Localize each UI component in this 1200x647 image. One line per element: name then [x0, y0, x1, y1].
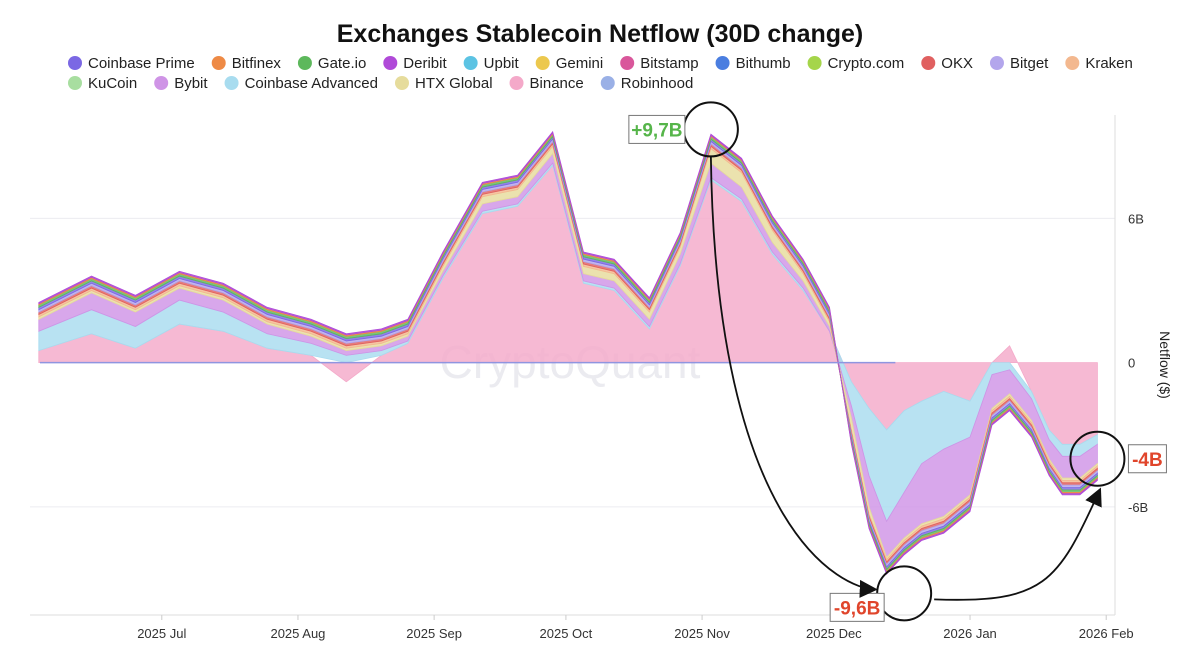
legend-label: Coinbase Advanced	[245, 75, 378, 92]
legend-swatch	[921, 56, 936, 70]
x-axis: 2025 Jul 2025 Aug 2025 Sep 2025 Oct 2025 Nov…	[30, 614, 1134, 641]
legend-swatch	[463, 56, 478, 70]
legend-item-htx-global[interactable]: HTX Global	[395, 75, 493, 92]
x-tick-label: 2025 Aug	[270, 626, 325, 641]
legend-label: OKX	[941, 55, 973, 72]
legend-label: Crypto.com	[828, 55, 905, 72]
legend-swatch	[1065, 56, 1080, 70]
legend-swatch	[68, 76, 82, 90]
annotation-label: -9,6B	[834, 598, 880, 619]
legend-item-bitget[interactable]: Bitget	[989, 55, 1049, 72]
annotation-box	[628, 114, 686, 144]
legend-item-coinbase-prime[interactable]: Coinbase Prime	[68, 55, 195, 72]
legend-swatch	[535, 56, 550, 70]
annotation-box	[1127, 444, 1167, 474]
legend-item-deribit[interactable]: Deribit	[383, 55, 447, 72]
y-axis-label: Netflow ($)	[1157, 331, 1173, 399]
legend-label: HTX Global	[415, 75, 493, 92]
legend-label: Deribit	[403, 55, 447, 72]
legend-label: Kraken	[1085, 55, 1133, 72]
annotation-label: -4B	[1132, 450, 1163, 471]
legend-swatch	[600, 76, 615, 90]
legend-item-robinhood[interactable]: Robinhood	[600, 75, 694, 92]
legend-swatch	[297, 56, 312, 70]
legend-item-crypto-com[interactable]: Crypto.com	[807, 55, 905, 72]
legend-swatch	[211, 56, 226, 70]
legend-item-upbit[interactable]: Upbit	[463, 55, 520, 72]
legend-swatch	[224, 76, 239, 90]
legend-label: Bitstamp	[640, 55, 698, 72]
legend-item-kucoin[interactable]: KuCoin	[68, 75, 137, 92]
annotation-circle	[876, 565, 933, 622]
chart-title: Exchanges Stablecoin Netflow (30D change…	[337, 20, 864, 48]
x-tick-label: 2026 Feb	[1079, 626, 1134, 641]
area-series-deribit	[38, 130, 1098, 575]
legend-swatch	[383, 56, 398, 70]
legend-swatch	[68, 56, 82, 70]
legend-label: Bitfinex	[232, 55, 282, 72]
legend-item-binance[interactable]: Binance	[509, 75, 584, 92]
legend: Coinbase Prime Bitfinex Gate.io Deribit Upbi…	[68, 55, 1133, 92]
legend-swatch	[715, 56, 730, 70]
legend-item-okx[interactable]: OKX	[921, 55, 973, 72]
legend-item-gemini[interactable]: Gemini	[535, 55, 604, 72]
y-tick-label: 0	[1128, 356, 1135, 371]
legend-swatch	[620, 56, 635, 70]
legend-label: Upbit	[484, 55, 520, 72]
annotation-box	[829, 592, 885, 622]
stacked-areas	[38, 130, 1098, 575]
legend-label: Coinbase Prime	[88, 55, 195, 72]
legend-label: Gemini	[556, 55, 604, 72]
x-tick-label: 2025 Jul	[137, 626, 186, 641]
legend-swatch	[154, 76, 169, 90]
legend-label: Bitget	[1010, 55, 1049, 72]
legend-label: Bybit	[174, 75, 208, 92]
x-tick-label: 2025 Dec	[806, 626, 862, 641]
legend-item-kraken[interactable]: Kraken	[1065, 55, 1133, 72]
x-tick-label: 2025 Sep	[406, 626, 462, 641]
legend-item-gate-io[interactable]: Gate.io	[297, 55, 366, 72]
y-axis: 6B 0 -6B	[1114, 115, 1148, 615]
legend-item-bithumb[interactable]: Bithumb	[715, 55, 791, 72]
legend-swatch	[807, 56, 822, 70]
legend-swatch	[395, 76, 409, 90]
legend-item-bitstamp[interactable]: Bitstamp	[620, 55, 699, 72]
legend-label: Binance	[530, 75, 584, 92]
legend-label: KuCoin	[88, 75, 137, 92]
legend-swatch	[509, 76, 524, 90]
annotation-label: +9,7B	[631, 120, 682, 141]
legend-item-bybit[interactable]: Bybit	[154, 75, 208, 92]
legend-item-bitfinex[interactable]: Bitfinex	[211, 55, 282, 72]
annotations: +9,7B -9,6B -4B	[628, 101, 1167, 622]
x-tick-label: 2026 Jan	[943, 626, 997, 641]
legend-label: Gate.io	[318, 55, 366, 72]
legend-item-coinbase-advanced[interactable]: Coinbase Advanced	[224, 75, 378, 92]
y-tick-label: -6B	[1128, 500, 1148, 515]
annotation-arrow	[709, 156, 878, 598]
x-tick-label: 2025 Oct	[540, 626, 593, 641]
legend-label: Bithumb	[736, 55, 791, 72]
y-tick-label: 6B	[1128, 211, 1144, 226]
annotation-arrow	[934, 487, 1102, 601]
legend-swatch	[989, 56, 1004, 70]
legend-label: Robinhood	[621, 75, 694, 92]
x-tick-label: 2025 Nov	[674, 626, 730, 641]
annotation-circle	[1069, 430, 1126, 487]
